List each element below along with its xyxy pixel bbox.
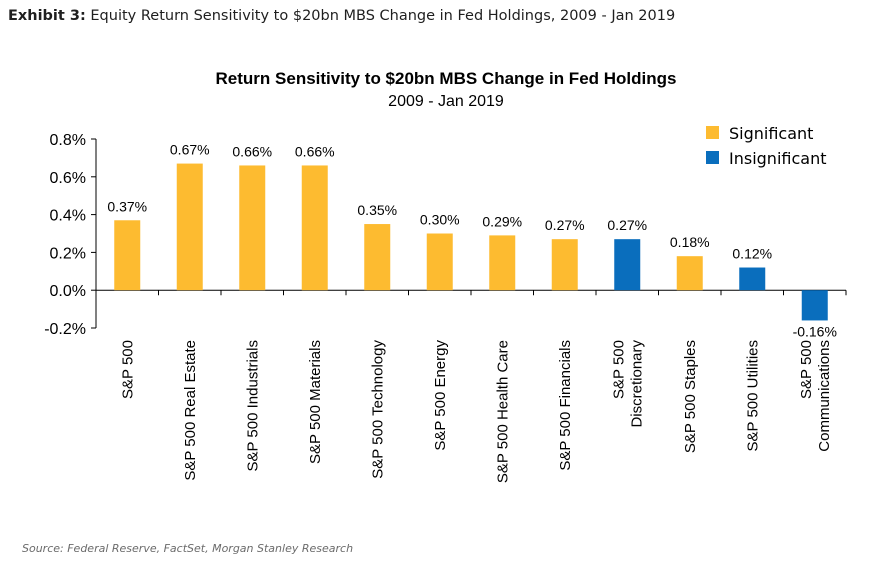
category-label-line: S&P 500 xyxy=(119,340,136,399)
category-label: S&P 500 Industrials xyxy=(244,340,261,471)
data-label: 0.30% xyxy=(420,212,460,228)
exhibit-text: Equity Return Sensitivity to $20bn MBS C… xyxy=(90,8,676,24)
category-label: S&P 500 Communications xyxy=(798,340,833,452)
bar-chart: Return Sensitivity to $20bn MBS Change i… xyxy=(44,69,847,483)
category-label: S&P 500 Real Estate xyxy=(182,340,199,481)
data-label: 0.18% xyxy=(670,234,710,250)
data-label: 0.29% xyxy=(482,213,522,229)
category-label-line: Discretionary xyxy=(628,340,645,428)
chart-title: Return Sensitivity to $20bn MBS Change i… xyxy=(216,69,677,88)
category-label-line: S&P 500 Financials xyxy=(557,340,574,471)
y-tick-label: 0.6% xyxy=(50,170,86,187)
exhibit-caption: Exhibit 3: Equity Return Sensitivity to … xyxy=(8,8,675,24)
bar xyxy=(739,267,766,291)
category-label-line: S&P 500 xyxy=(798,340,815,399)
category-label: S&P 500 Materials xyxy=(307,340,324,464)
category-label-line: Communications xyxy=(816,340,833,452)
category-label: S&P 500 Technology xyxy=(369,340,386,479)
category-label: S&P 500 Health Care xyxy=(494,340,511,483)
category-label: S&P 500 Utilities xyxy=(744,340,761,451)
data-label: -0.16% xyxy=(793,323,837,339)
bar xyxy=(176,163,203,291)
category-label: S&P 500 Financials xyxy=(557,340,574,471)
category-label: S&P 500 Energy xyxy=(432,340,449,451)
legend-label: Insignificant xyxy=(729,149,826,168)
bar xyxy=(676,256,703,291)
category-label: S&P 500 xyxy=(119,340,136,399)
category-label-line: S&P 500 Utilities xyxy=(744,340,761,451)
y-tick-label: 0.8% xyxy=(50,132,86,149)
source-note: Source: Federal Reserve, FactSet, Morgan… xyxy=(22,542,354,555)
category-label-line: S&P 500 Health Care xyxy=(494,340,511,483)
category-label: S&P 500 Discretionary xyxy=(610,340,645,428)
bar xyxy=(551,239,578,291)
bar xyxy=(301,165,328,291)
data-label: 0.27% xyxy=(607,217,647,233)
data-label: 0.67% xyxy=(170,142,210,158)
bar xyxy=(114,220,141,291)
data-label: 0.66% xyxy=(295,143,335,159)
category-label-line: S&P 500 Real Estate xyxy=(182,340,199,481)
category-label-line: S&P 500 Industrials xyxy=(244,340,261,471)
data-label: 0.27% xyxy=(545,217,585,233)
y-tick-label: 0.2% xyxy=(50,245,86,262)
legend-swatch xyxy=(706,126,719,139)
y-tick-label: 0.0% xyxy=(50,283,86,300)
legend-swatch xyxy=(706,151,719,164)
bar xyxy=(489,235,516,291)
bar xyxy=(614,239,641,291)
y-tick-label: 0.4% xyxy=(50,208,86,225)
category-label-line: S&P 500 Technology xyxy=(369,340,386,479)
data-label: 0.66% xyxy=(232,143,272,159)
category-label: S&P 500 Staples xyxy=(682,340,699,453)
bar xyxy=(364,224,391,291)
category-label-line: S&P 500 Staples xyxy=(682,340,699,453)
category-label-line: S&P 500 Energy xyxy=(432,340,449,451)
category-label-line: S&P 500 Materials xyxy=(307,340,324,464)
exhibit-label: Exhibit 3: xyxy=(8,8,86,24)
bar xyxy=(801,290,828,321)
y-tick-label: -0.2% xyxy=(44,321,86,338)
chart-subtitle: 2009 - Jan 2019 xyxy=(388,93,504,110)
data-label: 0.35% xyxy=(357,202,397,218)
legend-label: Significant xyxy=(729,124,813,143)
bar xyxy=(426,233,453,291)
data-label: 0.37% xyxy=(107,198,147,214)
data-label: 0.12% xyxy=(732,246,772,262)
category-label-line: S&P 500 xyxy=(610,340,627,399)
bar xyxy=(239,165,266,291)
